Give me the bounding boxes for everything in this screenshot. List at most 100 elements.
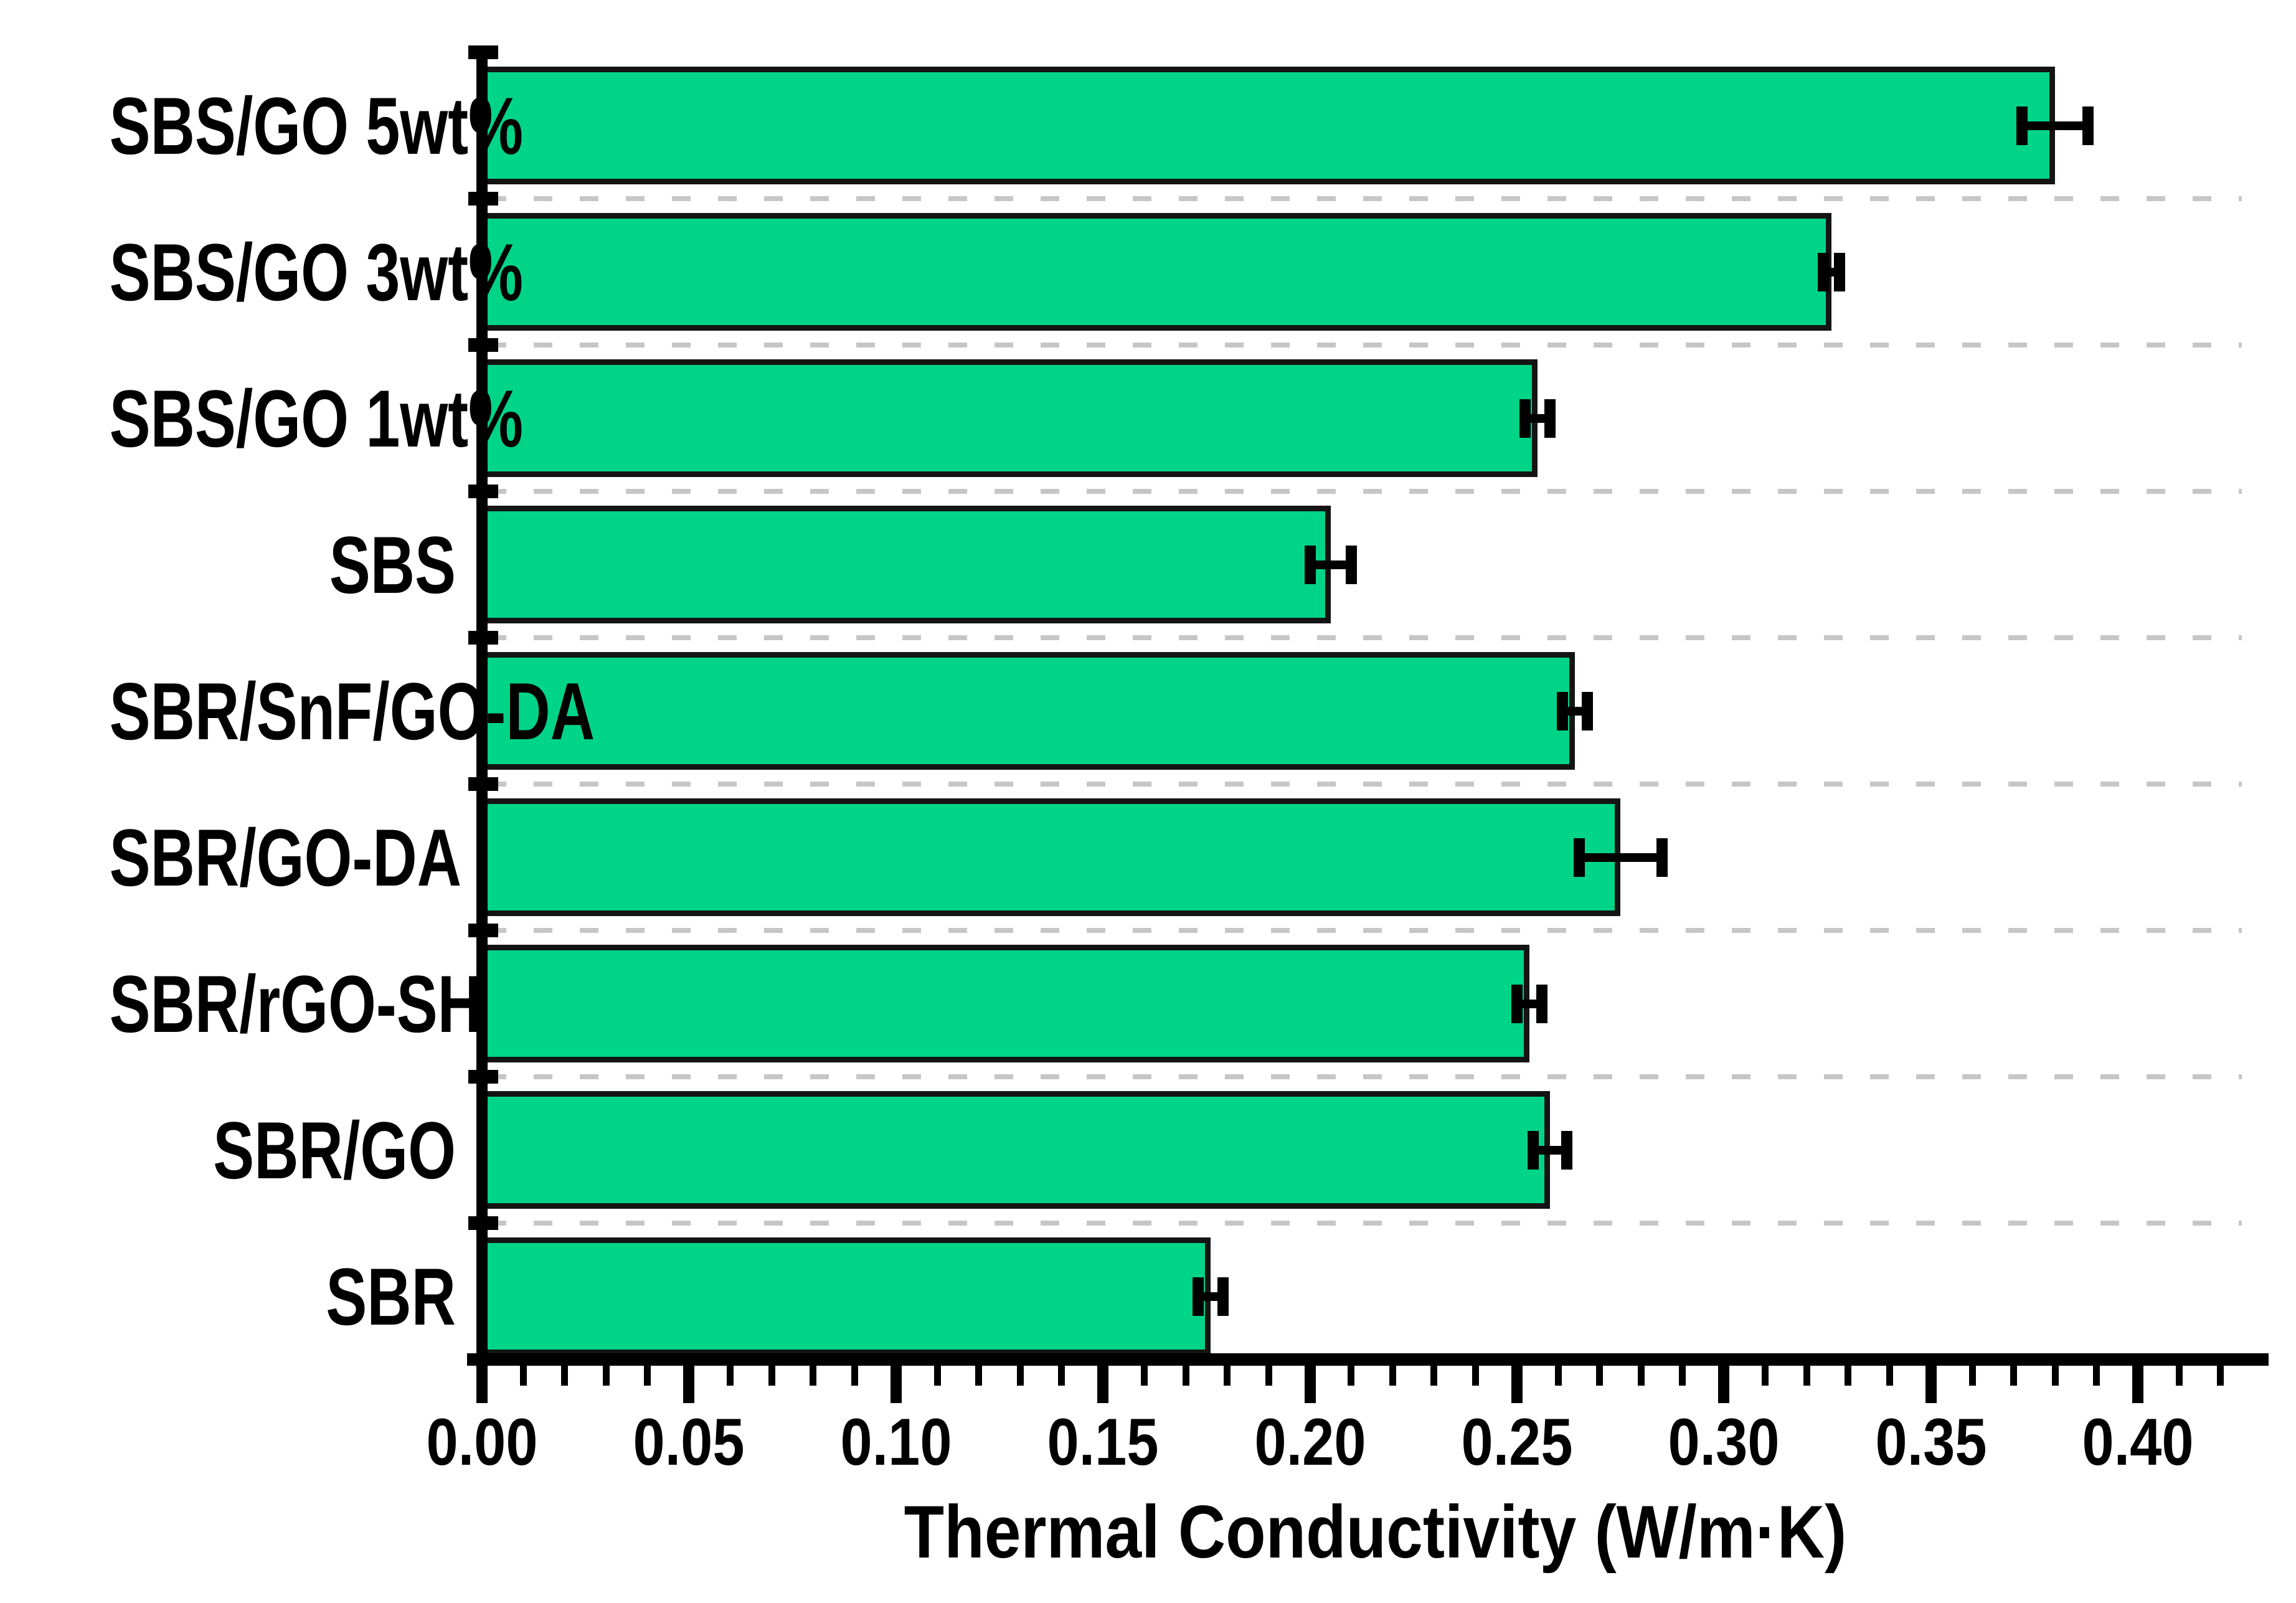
bar-SBS: [476, 506, 1331, 623]
error-bar-cap: [1656, 838, 1668, 877]
x-minor-tick: [1679, 1366, 1686, 1386]
error-bar-cap: [1544, 399, 1556, 438]
x-minor-tick: [1554, 1366, 1562, 1386]
x-minor-tick: [933, 1366, 941, 1386]
error-bar-cap: [1573, 838, 1585, 877]
error-bar-cap: [2016, 106, 2028, 145]
error-bar-cap: [1834, 252, 1846, 291]
error-bar-cap: [1511, 984, 1523, 1023]
bar-SBR-GO-DA: [476, 798, 1621, 916]
error-bar-line: [1525, 414, 1551, 423]
x-major-tick: [1304, 1366, 1316, 1403]
category-label: SBS/GO 5wt%: [109, 80, 523, 171]
x-tick-label: 0.25: [1461, 1404, 1573, 1479]
category-label: SBR/GO-DA: [109, 811, 462, 903]
bar-SBS-GO-1wt-: [476, 359, 1538, 477]
x-axis-line: [467, 1353, 2269, 1366]
x-minor-tick: [519, 1366, 527, 1386]
x-major-tick: [1097, 1366, 1109, 1403]
error-bar-cap: [1304, 545, 1316, 584]
row-separator-gridline: [488, 928, 2242, 933]
x-major-tick: [683, 1366, 695, 1403]
x-minor-tick: [2010, 1366, 2018, 1386]
category-label: SBR/rGO-SH: [109, 958, 483, 1049]
x-tick-label: 0.20: [1254, 1404, 1366, 1479]
y-axis-line: [476, 47, 488, 1366]
x-minor-tick: [1596, 1366, 1604, 1386]
bar-SBR-rGO-SH: [476, 945, 1529, 1062]
x-minor-tick: [1430, 1366, 1438, 1386]
error-bar-cap: [2082, 106, 2094, 145]
x-minor-tick: [1637, 1366, 1645, 1386]
x-minor-tick: [1803, 1366, 1810, 1386]
row-separator-gridline: [488, 782, 2242, 787]
row-separator-gridline: [488, 343, 2242, 348]
x-major-tick: [890, 1366, 902, 1403]
x-tick-label: 0.05: [633, 1404, 745, 1479]
error-bar-line: [1579, 853, 1662, 862]
x-minor-tick: [1968, 1366, 1976, 1386]
category-label: SBR/SnF/GO-DA: [109, 665, 595, 757]
x-axis-title: Thermal Conductivity (W/m·K): [904, 1490, 1847, 1574]
x-minor-tick: [2051, 1366, 2059, 1386]
x-minor-tick: [727, 1366, 734, 1386]
x-minor-tick: [810, 1366, 817, 1386]
bar-SBR-SnF-GO-DA: [476, 652, 1575, 770]
x-major-tick: [2132, 1366, 2143, 1403]
x-minor-tick: [2175, 1366, 2183, 1386]
bar-SBS-GO-3wt-: [476, 213, 1832, 331]
category-label: SBR: [326, 1251, 456, 1342]
row-separator-gridline: [488, 635, 2242, 640]
bar-SBR: [476, 1237, 1211, 1355]
x-minor-tick: [975, 1366, 983, 1386]
x-tick-label: 0.10: [840, 1404, 952, 1479]
x-tick-label: 0.15: [1047, 1404, 1159, 1479]
error-bar-cap: [1536, 984, 1547, 1023]
x-minor-tick: [768, 1366, 775, 1386]
bar-SBS-GO-5wt-: [476, 67, 2056, 184]
row-separator-gridline: [488, 196, 2242, 201]
error-bar-line: [1198, 1292, 1223, 1301]
error-bar-cap: [1217, 1277, 1229, 1316]
x-minor-tick: [1845, 1366, 1852, 1386]
error-bar-cap: [1817, 252, 1829, 291]
x-minor-tick: [1472, 1366, 1479, 1386]
row-separator-gridline: [488, 1221, 2242, 1226]
category-label: SBS: [329, 519, 456, 610]
x-minor-tick: [1762, 1366, 1769, 1386]
x-major-tick: [1925, 1366, 1937, 1403]
error-bar-line: [1516, 999, 1542, 1008]
bar-SBR-GO: [476, 1091, 1551, 1209]
error-bar-cap: [1193, 1277, 1204, 1316]
error-bar-line: [1533, 1145, 1567, 1155]
x-minor-tick: [1058, 1366, 1065, 1386]
error-bar-line: [2021, 121, 2089, 130]
x-minor-tick: [1224, 1366, 1231, 1386]
error-bar-cap: [1528, 1130, 1539, 1170]
x-minor-tick: [2093, 1366, 2100, 1386]
x-tick-label: 0.30: [1668, 1404, 1780, 1479]
x-minor-tick: [602, 1366, 610, 1386]
x-minor-tick: [1182, 1366, 1189, 1386]
row-separator-gridline: [488, 489, 2242, 494]
x-tick-label: 0.35: [1875, 1404, 1987, 1479]
x-minor-tick: [1141, 1366, 1148, 1386]
error-bar-cap: [1345, 545, 1357, 584]
error-bar-cap: [1556, 691, 1568, 731]
error-bar-line: [1562, 706, 1587, 716]
x-minor-tick: [1265, 1366, 1272, 1386]
x-tick-label: 0.00: [426, 1404, 538, 1479]
error-bar-cap: [1561, 1130, 1572, 1170]
x-major-tick: [1718, 1366, 1730, 1403]
x-minor-tick: [561, 1366, 569, 1386]
error-bar-cap: [1519, 399, 1531, 438]
x-minor-tick: [1886, 1366, 1893, 1386]
x-minor-tick: [2217, 1366, 2224, 1386]
category-label: SBS/GO 3wt%: [109, 226, 523, 318]
row-separator-gridline: [488, 1074, 2242, 1079]
category-label: SBR/GO: [213, 1104, 456, 1196]
x-minor-tick: [1016, 1366, 1024, 1386]
x-minor-tick: [1389, 1366, 1396, 1386]
x-minor-tick: [851, 1366, 858, 1386]
category-label: SBS/GO 1wt%: [109, 372, 523, 464]
